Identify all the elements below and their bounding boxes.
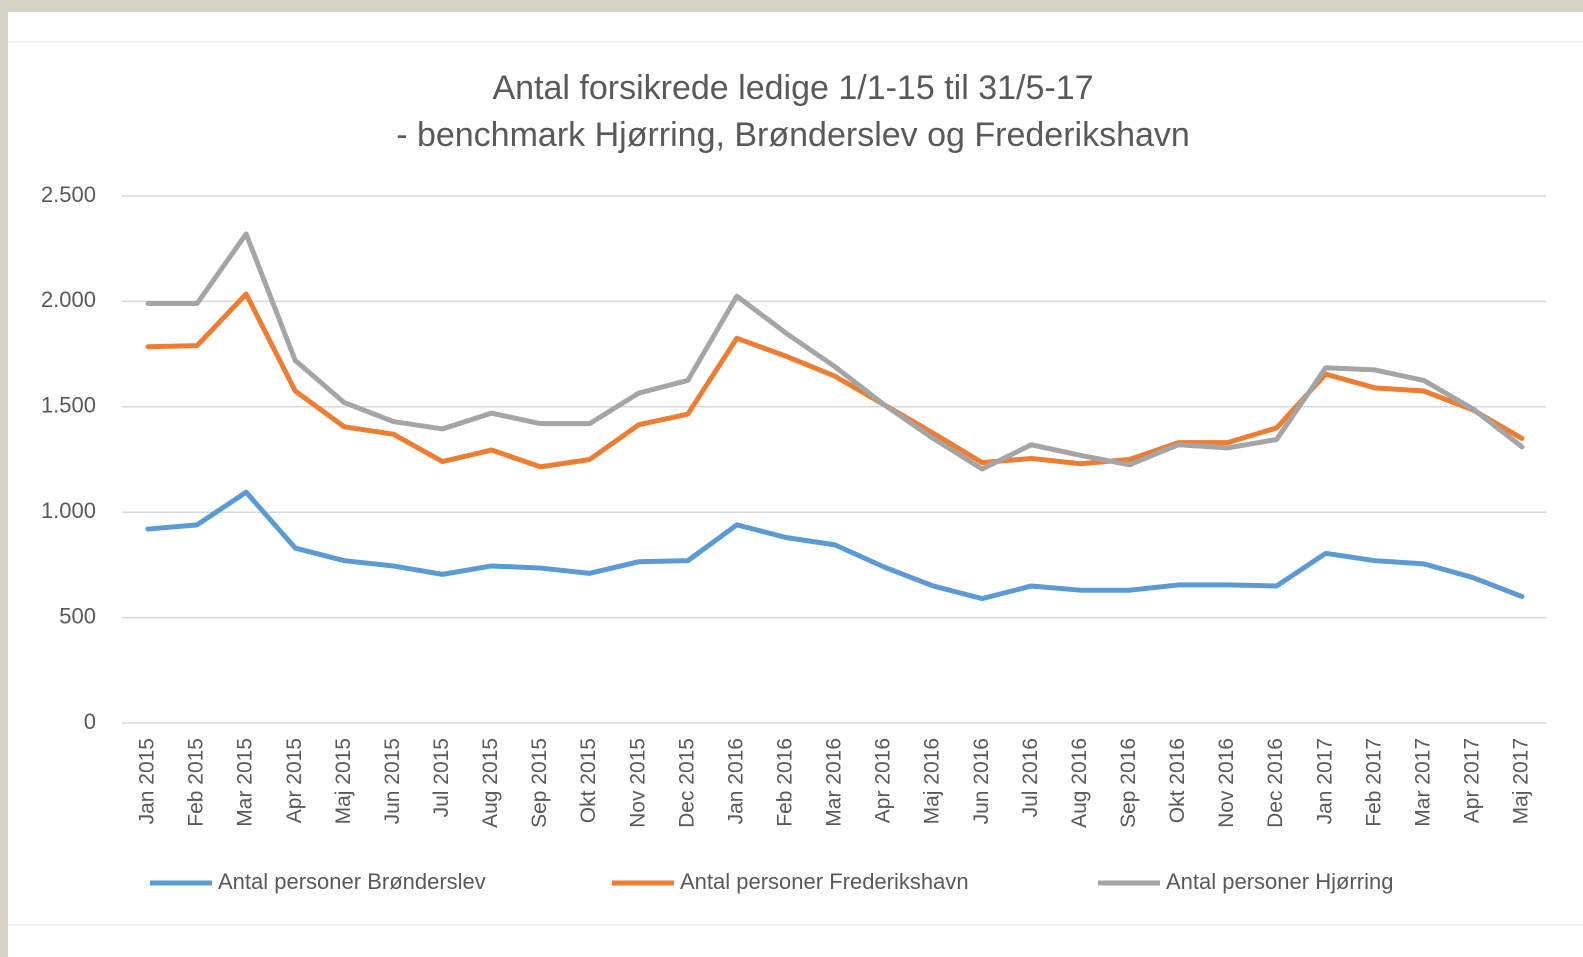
x-tick-label: Jun 2016 bbox=[970, 738, 993, 824]
x-tick-label: Jun 2015 bbox=[381, 738, 404, 824]
legend-label: Antal personer Brønderslev bbox=[218, 869, 486, 894]
x-tick-label: Feb 2016 bbox=[773, 738, 796, 827]
x-tick-label: Maj 2017 bbox=[1510, 738, 1533, 824]
x-tick-label: Okt 2015 bbox=[577, 738, 600, 823]
x-tick-label: Aug 2016 bbox=[1068, 738, 1091, 828]
x-tick-label: Mar 2017 bbox=[1411, 738, 1434, 827]
x-tick-label: Jul 2015 bbox=[430, 738, 453, 817]
series-line bbox=[145, 291, 1525, 470]
legend-label: Antal personer Hjørring bbox=[1166, 869, 1393, 894]
y-tick-label: 1.500 bbox=[41, 393, 96, 418]
x-tick-label: Nov 2015 bbox=[626, 738, 649, 828]
x-tick-label: Okt 2016 bbox=[1166, 738, 1189, 823]
x-tick-label: Feb 2017 bbox=[1362, 738, 1385, 827]
chart-subtitle: - benchmark Hjørring, Brønderslev og Fre… bbox=[396, 116, 1190, 154]
y-tick-label: 0 bbox=[84, 709, 96, 734]
x-tick-label: Dec 2016 bbox=[1264, 738, 1287, 828]
x-tick-label: Mar 2015 bbox=[234, 738, 257, 827]
chart-title: Antal forsikrede ledige 1/1-15 til 31/5-… bbox=[492, 69, 1093, 107]
x-tick-label: Maj 2016 bbox=[921, 738, 944, 824]
legend-label: Antal personer Frederikshavn bbox=[680, 869, 969, 894]
y-tick-label: 500 bbox=[59, 603, 96, 628]
x-tick-label: Jan 2016 bbox=[724, 738, 747, 824]
x-tick-label: Nov 2016 bbox=[1215, 738, 1238, 828]
x-tick-label: Jan 2017 bbox=[1313, 738, 1336, 824]
x-tick-label: Apr 2015 bbox=[283, 738, 306, 823]
chart-area bbox=[8, 12, 1583, 957]
x-tick-label: Apr 2017 bbox=[1460, 738, 1483, 823]
series-line bbox=[145, 489, 1525, 602]
y-tick-label: 2.500 bbox=[41, 182, 96, 207]
series-line bbox=[145, 231, 1525, 472]
x-tick-label: Mar 2016 bbox=[823, 738, 846, 827]
x-tick-label: Dec 2015 bbox=[675, 738, 698, 828]
x-tick-label: Jul 2016 bbox=[1019, 738, 1042, 817]
x-tick-label: Sep 2016 bbox=[1117, 738, 1140, 828]
x-tick-label: Maj 2015 bbox=[332, 738, 355, 824]
y-tick-label: 1.000 bbox=[41, 498, 96, 523]
x-tick-label: Sep 2015 bbox=[528, 738, 551, 828]
x-tick-label: Aug 2015 bbox=[479, 738, 502, 828]
x-tick-label: Jan 2015 bbox=[136, 738, 159, 824]
x-tick-label: Apr 2016 bbox=[872, 738, 895, 823]
y-tick-label: 2.000 bbox=[41, 287, 96, 312]
x-tick-label: Feb 2015 bbox=[185, 738, 208, 827]
